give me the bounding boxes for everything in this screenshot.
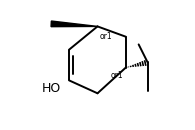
Text: or1: or1 (111, 71, 123, 80)
Polygon shape (51, 21, 98, 27)
Text: HO: HO (42, 82, 61, 95)
Text: or1: or1 (100, 32, 113, 41)
